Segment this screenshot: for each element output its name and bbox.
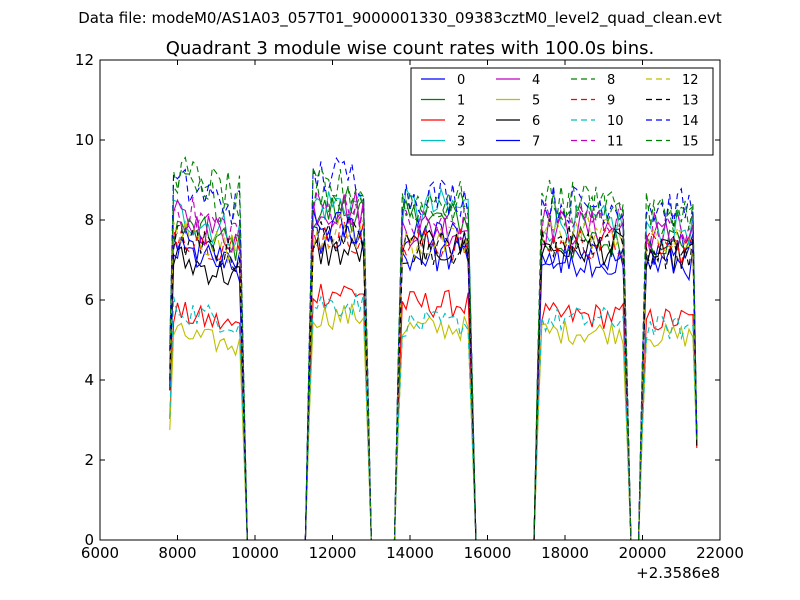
y-tick-label: 0 [84, 531, 94, 549]
chart-title: Quadrant 3 module wise count rates with … [166, 38, 655, 59]
legend-label: 13 [682, 94, 699, 109]
legend-label: 5 [532, 94, 540, 109]
y-tick-label: 12 [75, 51, 94, 69]
y-tick-label: 2 [84, 451, 94, 469]
legend-label: 14 [682, 114, 699, 129]
x-tick-label: 6000 [81, 544, 119, 562]
x-tick-label: 22000 [696, 544, 744, 562]
series-line-10 [169, 293, 698, 541]
x-tick-label: 10000 [231, 544, 279, 562]
legend-label: 7 [532, 135, 540, 150]
series-line-0 [169, 218, 698, 541]
legend-label: 10 [607, 114, 624, 129]
y-tick-label: 6 [84, 291, 94, 309]
series-line-6 [169, 229, 698, 541]
chart-suptitle: Data file: modeM0/AS1A03_057T01_90000013… [78, 9, 722, 28]
x-tick-label: 12000 [309, 544, 357, 562]
legend-label: 12 [682, 73, 699, 88]
legend-label: 2 [457, 114, 465, 129]
series-line-5 [169, 303, 698, 541]
legend-label: 11 [607, 135, 624, 150]
plot-area [169, 156, 698, 541]
series-line-11 [169, 189, 698, 541]
series-line-7 [169, 209, 698, 541]
legend-label: 4 [532, 73, 540, 88]
legend-label: 8 [607, 73, 615, 88]
y-tick-label: 4 [84, 371, 94, 389]
y-tick-label: 10 [75, 131, 94, 149]
x-tick-label: 20000 [619, 544, 667, 562]
x-tick-label: 14000 [386, 544, 434, 562]
legend-label: 9 [607, 94, 615, 109]
legend-label: 1 [457, 94, 465, 109]
legend-box [410, 67, 714, 156]
series-line-9 [169, 219, 698, 541]
series-line-15 [169, 156, 698, 541]
x-tick-label: 18000 [541, 544, 589, 562]
ticks: 6000 8000 10000 12000 14000 16000 18000 20000 22… [75, 51, 744, 562]
x-tick-label: 16000 [464, 544, 512, 562]
legend-label: 15 [682, 135, 699, 150]
legend-label: 6 [532, 114, 540, 129]
series-line-13 [169, 218, 698, 541]
y-tick-label: 8 [84, 211, 94, 229]
legend-label: 0 [457, 73, 465, 88]
x-tick-label: 8000 [158, 544, 196, 562]
x-offset-label: +2.3586e8 [636, 564, 720, 582]
legend-label: 3 [457, 135, 465, 150]
